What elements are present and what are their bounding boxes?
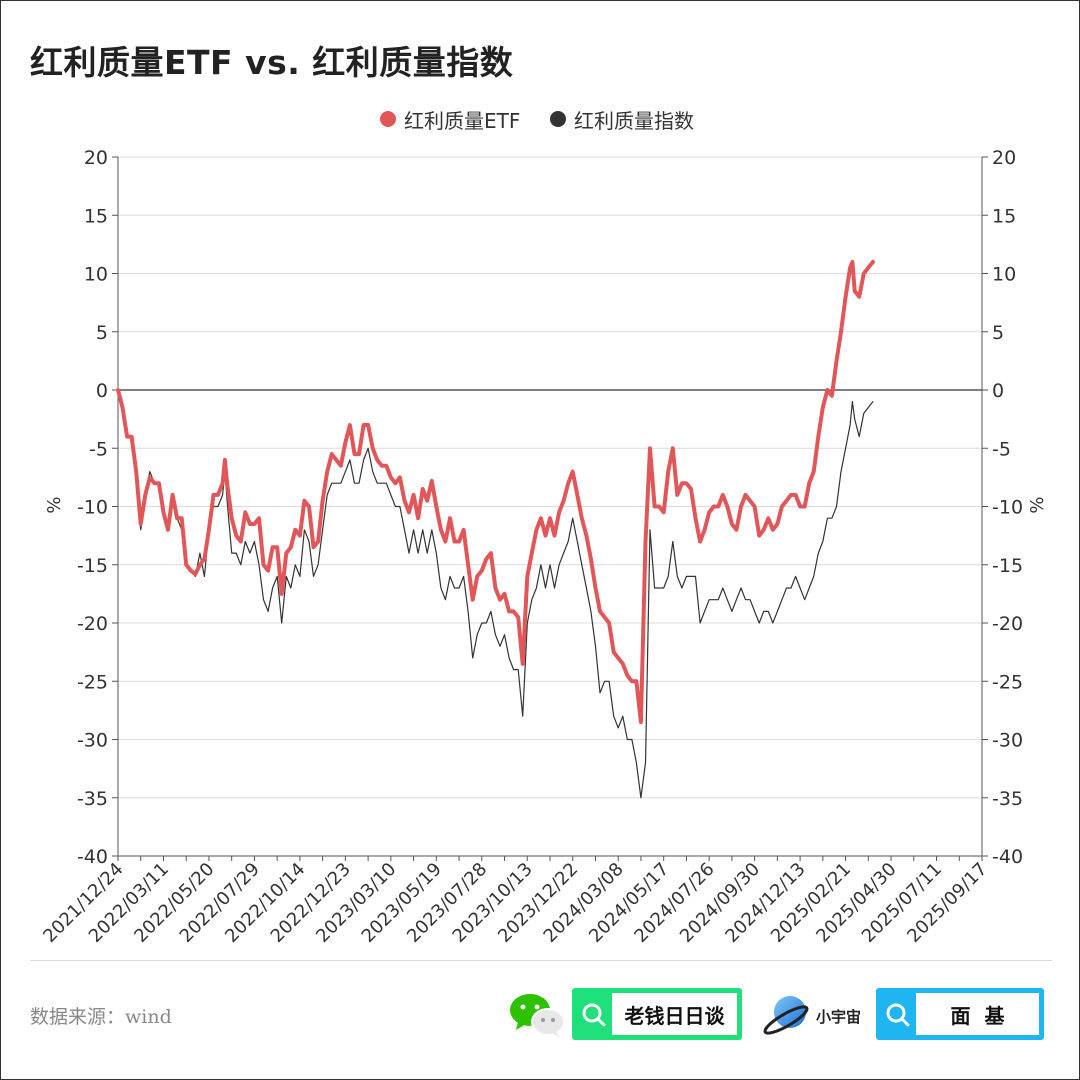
- legend-label-index: 红利质量指数: [574, 108, 694, 133]
- y-tick-label-left: 20: [84, 147, 108, 169]
- y-tick-label-right: -5: [992, 438, 1011, 460]
- badge-label-mianji: 面基: [916, 993, 1039, 1035]
- y-axis-label-right: %: [1027, 496, 1048, 513]
- y-axis-left: 20 15 10 5 0 -5 -10 -15 -20 -25 -30 -35 -40: [77, 147, 119, 868]
- y-tick-label-right: -30: [992, 730, 1023, 752]
- y-tick-label-left: -40: [77, 846, 108, 868]
- legend-item-etf[interactable]: 红利质量ETF: [380, 104, 520, 134]
- planet-logo-icon: [763, 996, 809, 1035]
- y-axis-label-left: %: [44, 496, 65, 513]
- y-tick-label-left: 15: [84, 205, 108, 227]
- legend-dot-index: [550, 111, 566, 127]
- x-axis: 2021/12/242022/03/112022/05/202022/07/29…: [39, 855, 992, 947]
- y-tick-label-right: 20: [992, 147, 1016, 169]
- y-tick-label-left: 10: [84, 264, 108, 286]
- y-tick-label-left: -35: [77, 788, 108, 810]
- y-tick-label-right: -35: [992, 788, 1023, 810]
- y-tick-label-left: -20: [77, 613, 108, 635]
- y-axis-right: 20 15 10 5 0 -5 -10 -15 -20 -25 -30 -35 -40: [981, 147, 1023, 868]
- y-tick-label-left: -25: [77, 671, 108, 693]
- y-tick-label-left: -5: [89, 438, 108, 460]
- search-icon: [886, 1003, 910, 1027]
- y-tick-label-left: 0: [96, 380, 108, 402]
- y-tick-label-right: 0: [992, 380, 1004, 402]
- legend-dot-etf: [380, 111, 396, 127]
- legend-label-etf: 红利质量ETF: [404, 108, 521, 133]
- badge-label-laoqian: 老钱日日谈: [612, 993, 737, 1035]
- brand-name: 小宇宙: [816, 1008, 862, 1026]
- legend: 红利质量ETF 红利质量指数: [0, 104, 1080, 134]
- y-tick-label-right: -40: [992, 846, 1023, 868]
- y-tick-label-right: 15: [992, 205, 1016, 227]
- y-tick-label-right: -15: [992, 555, 1023, 577]
- data-source: 数据来源：wind: [30, 1006, 172, 1028]
- search-icon: [582, 1003, 606, 1027]
- footer-divider: [30, 960, 1052, 961]
- y-tick-label-left: -10: [77, 497, 108, 519]
- series-line-index: [117, 389, 874, 799]
- y-tick-label-right: 10: [992, 264, 1016, 286]
- legend-item-index[interactable]: 红利质量指数: [550, 104, 694, 134]
- y-tick-label-right: -20: [992, 613, 1023, 635]
- y-tick-label-left: 5: [96, 322, 108, 344]
- series-lines: [116, 259, 875, 799]
- y-tick-label-right: 5: [992, 322, 1004, 344]
- wechat-icon: [510, 994, 565, 1038]
- chart-title: 红利质量ETF vs. 红利质量指数: [30, 43, 514, 82]
- series-line-etf: [116, 259, 875, 724]
- search-badge-laoqian[interactable]: 老钱日日谈: [572, 988, 742, 1040]
- y-tick-label-right: -10: [992, 497, 1023, 519]
- y-tick-label-left: -15: [77, 555, 108, 577]
- y-tick-label-right: -25: [992, 671, 1023, 693]
- y-tick-label-left: -30: [77, 730, 108, 752]
- search-badge-mianji[interactable]: 面基: [876, 988, 1044, 1040]
